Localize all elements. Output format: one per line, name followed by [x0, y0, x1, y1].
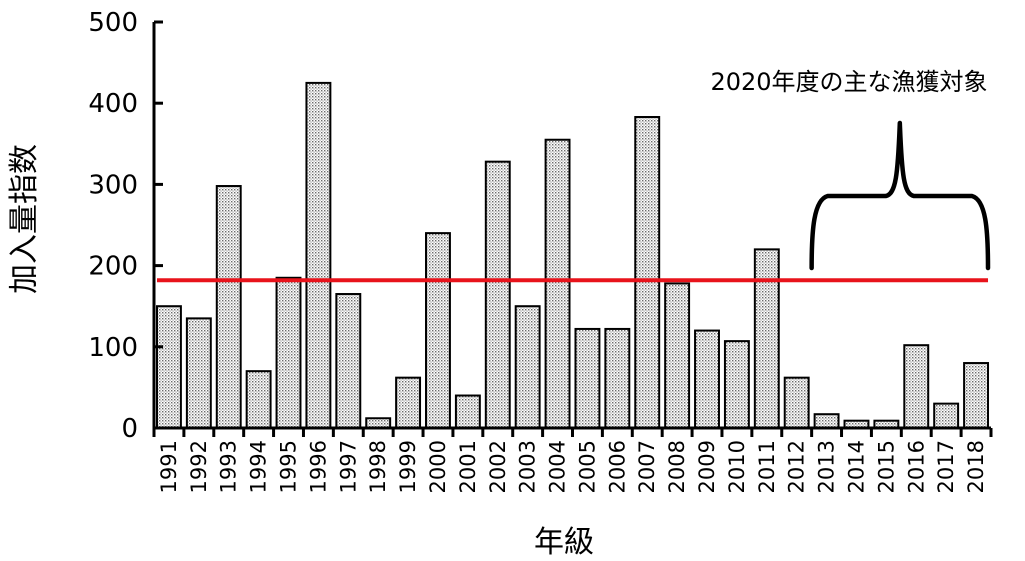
bar-1994 [245, 370, 272, 430]
x-tick-label: 1992 [187, 440, 211, 493]
bar-2012 [783, 376, 810, 430]
x-tick-label: 2009 [695, 440, 719, 493]
bar-1999 [395, 376, 422, 430]
y-tick-label: 500 [88, 8, 138, 38]
bar-1996 [305, 81, 332, 430]
x-tick-label: 2000 [426, 440, 450, 493]
x-tick-label: 2016 [904, 440, 928, 493]
x-tick-label: 2017 [934, 440, 958, 493]
x-tick-label: 2011 [755, 440, 779, 493]
x-tick-label: 1995 [277, 440, 301, 493]
x-tick-label: 2006 [605, 440, 629, 493]
bar-2011 [753, 248, 780, 429]
x-tick-label: 2007 [635, 440, 659, 493]
y-tick-label: 100 [88, 333, 138, 363]
bar-2006 [604, 327, 631, 429]
x-tick-label: 2015 [874, 440, 898, 493]
bar-1997 [335, 293, 362, 429]
bar-1995 [275, 276, 302, 429]
bar-2013 [813, 413, 840, 430]
bar-2002 [484, 160, 511, 429]
y-tick-label: 0 [121, 414, 138, 444]
y-tick-label: 200 [88, 252, 138, 282]
x-tick-label: 2010 [725, 440, 749, 493]
bar-2017 [933, 402, 960, 430]
bar-2008 [664, 282, 691, 429]
bar-2000 [425, 232, 451, 429]
x-tick-label: 2005 [575, 440, 599, 493]
y-tick-label: 400 [88, 89, 138, 119]
x-tick-label: 2013 [815, 440, 839, 493]
x-tick-label: 2008 [665, 440, 689, 493]
x-tick-label: 2004 [546, 440, 570, 493]
x-tick-label: 1993 [217, 440, 241, 493]
bar-2001 [454, 394, 481, 429]
x-tick-label: 1991 [157, 440, 181, 493]
bar-2005 [574, 327, 601, 429]
bar-2007 [634, 116, 661, 429]
bar-1991 [155, 305, 182, 430]
bar-1992 [185, 317, 212, 430]
x-tick-label: 1994 [247, 440, 271, 493]
x-tick-label: 2002 [486, 440, 510, 493]
bar-2010 [723, 340, 750, 429]
annotation-brace [809, 120, 991, 271]
bar-1993 [215, 185, 242, 429]
x-tick-label: 1998 [366, 440, 390, 493]
x-tick-label: 2001 [456, 440, 480, 493]
annotation-label: 2020年度の主な漁獲対象 [710, 68, 987, 96]
y-axis-title: 加入量指数 [7, 144, 42, 294]
y-tick-label: 300 [88, 170, 138, 200]
x-axis-title: 年級 [534, 525, 594, 560]
bar-2016 [903, 344, 930, 429]
bar-2003 [514, 305, 541, 430]
x-tick-label: 2014 [844, 440, 868, 493]
bar-2009 [694, 329, 720, 429]
x-tick-label: 1997 [336, 440, 360, 493]
x-tick-label: 2012 [785, 440, 809, 493]
x-tick-label: 1999 [396, 440, 420, 493]
x-tick-label: 2003 [516, 440, 540, 493]
bar-2004 [544, 138, 571, 430]
x-tick-label: 2018 [964, 440, 988, 493]
bar-2018 [963, 362, 990, 430]
x-tick-label: 1996 [306, 440, 330, 493]
